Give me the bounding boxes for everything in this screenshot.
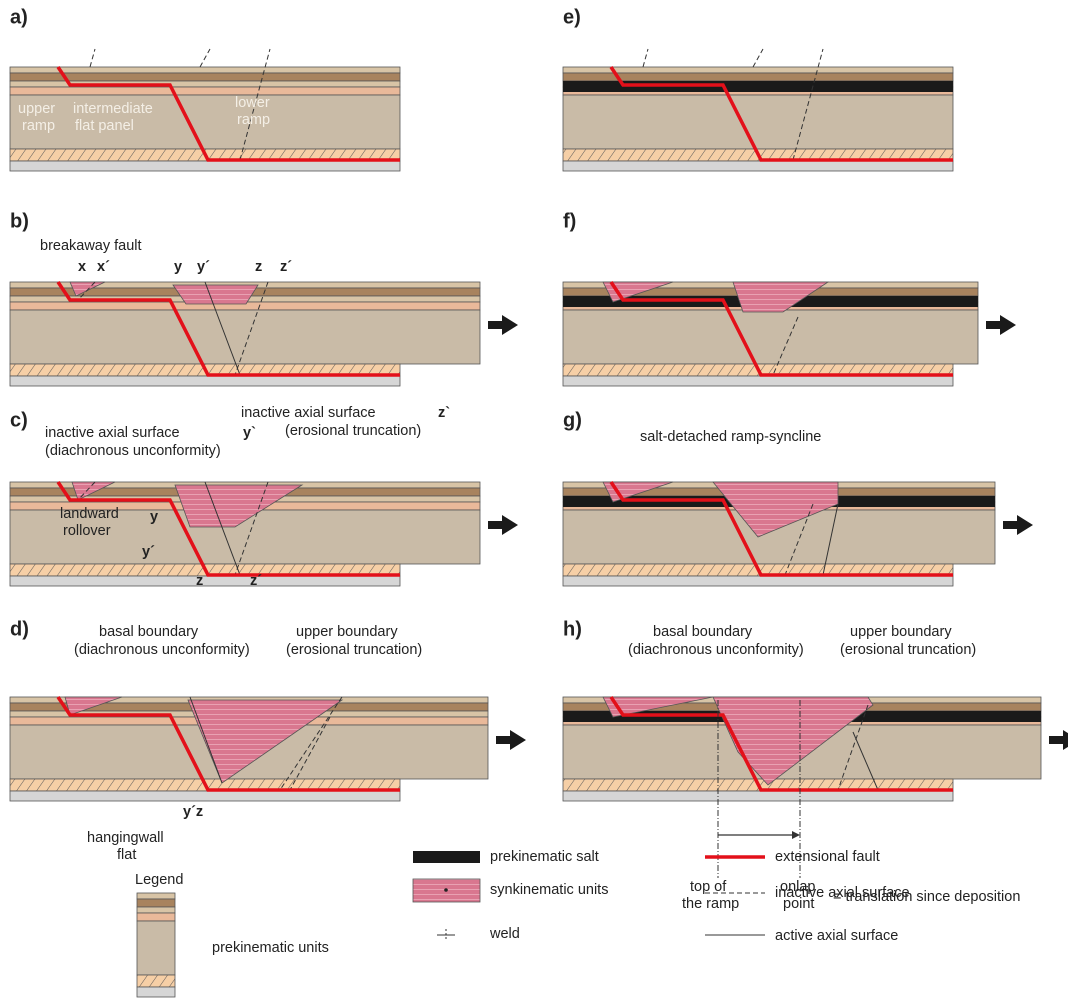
annotation: (erosional truncation) bbox=[840, 642, 976, 658]
layer bbox=[10, 87, 400, 95]
annotation: ramp bbox=[22, 118, 55, 134]
annotation: inactive axial surface bbox=[45, 425, 180, 441]
basement bbox=[563, 161, 953, 171]
synkinematic-wedge bbox=[173, 285, 258, 304]
legend-layer bbox=[137, 907, 175, 913]
annotation: z` bbox=[438, 405, 450, 421]
annotation: y bbox=[150, 509, 158, 525]
layer bbox=[563, 67, 953, 73]
annotation: y´ bbox=[142, 544, 155, 560]
axial-surface bbox=[753, 49, 763, 67]
legend-label: active axial surface bbox=[775, 928, 898, 944]
legend-title: Legend bbox=[135, 872, 183, 888]
annotation: z bbox=[255, 259, 262, 275]
legend-label: prekinematic salt bbox=[490, 849, 599, 865]
translation-arrow bbox=[488, 315, 518, 335]
annotation: z bbox=[196, 573, 203, 589]
panel-label: f) bbox=[563, 210, 576, 232]
annotation: upper bbox=[18, 101, 55, 117]
annotation: y` bbox=[243, 425, 256, 441]
basement bbox=[10, 161, 400, 171]
panel-label: b) bbox=[10, 210, 29, 232]
legend-layer bbox=[137, 899, 175, 907]
annotation: intermediate bbox=[73, 101, 153, 117]
layer bbox=[563, 95, 953, 149]
axial-surface bbox=[90, 49, 95, 67]
legend-salt bbox=[413, 851, 480, 863]
layer bbox=[563, 310, 978, 364]
panel-label: h) bbox=[563, 618, 582, 640]
annotation: flat bbox=[117, 847, 136, 863]
layer bbox=[10, 67, 400, 73]
annotation: (erosional truncation) bbox=[286, 642, 422, 658]
annotation: landward bbox=[60, 506, 119, 522]
legend-label: extensional fault bbox=[775, 849, 880, 865]
legend-label: prekinematic units bbox=[212, 940, 329, 956]
translation-arrow bbox=[1049, 730, 1068, 750]
annotation: (diachronous unconformity) bbox=[45, 443, 221, 459]
annotation: y´z bbox=[183, 804, 203, 820]
annotation: z´ bbox=[250, 573, 262, 589]
panel-label: a) bbox=[10, 6, 28, 28]
annotation: y´ bbox=[197, 259, 210, 275]
legend-basement bbox=[137, 987, 175, 997]
annotation: x´ bbox=[97, 259, 110, 275]
annotation: hangingwall bbox=[87, 830, 164, 846]
panel-label: g) bbox=[563, 409, 582, 431]
axial-surface bbox=[200, 49, 210, 67]
legend-layer bbox=[137, 913, 175, 921]
panel-label: c) bbox=[10, 409, 28, 431]
annotation: inactive axial surface bbox=[241, 405, 376, 421]
layer bbox=[10, 310, 480, 364]
legend-hatch bbox=[137, 975, 175, 987]
annotation: ramp bbox=[237, 112, 270, 128]
translation-arrow bbox=[488, 515, 518, 535]
translation-arrow bbox=[986, 315, 1016, 335]
basement bbox=[10, 376, 400, 386]
legend-layer bbox=[137, 893, 175, 899]
annotation: (erosional truncation) bbox=[285, 423, 421, 439]
annotation: the ramp bbox=[682, 896, 739, 912]
translation-arrow bbox=[496, 730, 526, 750]
annotation: basal boundary bbox=[99, 624, 199, 640]
annotation: top of bbox=[690, 879, 727, 895]
basement bbox=[563, 791, 953, 801]
panel-label: d) bbox=[10, 618, 29, 640]
annotation: basal boundary bbox=[653, 624, 753, 640]
basement bbox=[10, 576, 400, 586]
translation-arrow bbox=[1003, 515, 1033, 535]
arrowhead bbox=[792, 831, 800, 839]
legend-layer bbox=[137, 921, 175, 975]
annotation: upper boundary bbox=[296, 624, 398, 640]
annotation: (diachronous unconformity) bbox=[74, 642, 250, 658]
annotation: z´ bbox=[280, 259, 292, 275]
legend-label: weld bbox=[489, 926, 520, 942]
basement bbox=[10, 791, 400, 801]
basement bbox=[563, 376, 953, 386]
basement bbox=[563, 576, 953, 586]
diagram: a)upperrampintermediateflat panellowerra… bbox=[0, 0, 1068, 1007]
axial-surface bbox=[643, 49, 648, 67]
annotation: rollover bbox=[63, 523, 111, 539]
legend-dot bbox=[444, 888, 448, 892]
annotation: upper boundary bbox=[850, 624, 952, 640]
annotation: breakaway fault bbox=[40, 238, 142, 254]
annotation: lower bbox=[235, 95, 270, 111]
annotation: x bbox=[78, 259, 86, 275]
legend-label: inactive axial surface bbox=[775, 885, 910, 901]
annotation: salt-detached ramp-syncline bbox=[640, 429, 821, 445]
annotation: flat panel bbox=[75, 118, 134, 134]
legend-label: synkinematic units bbox=[490, 882, 608, 898]
layer bbox=[10, 95, 400, 149]
annotation: y bbox=[174, 259, 182, 275]
panel-label: e) bbox=[563, 6, 581, 28]
annotation: (diachronous unconformity) bbox=[628, 642, 804, 658]
